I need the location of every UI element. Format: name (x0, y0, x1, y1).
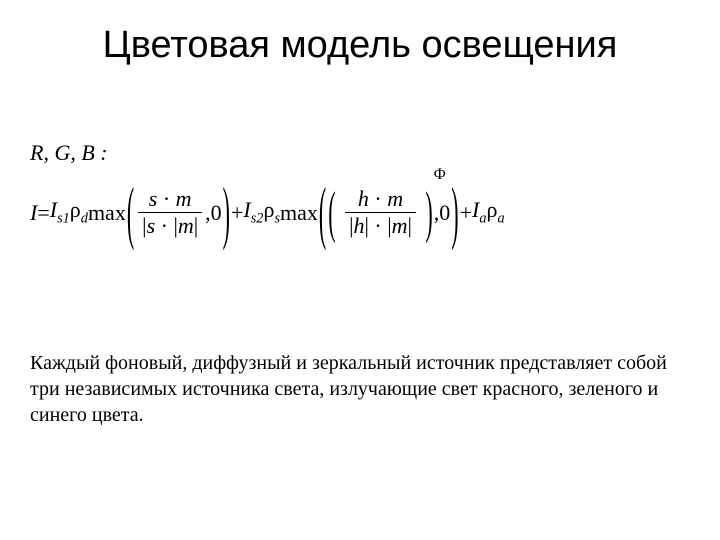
eq-rho1: ρ (70, 197, 81, 222)
eq-s1sub: s1 (57, 211, 70, 227)
eq-comma0-1: ,0 (205, 200, 222, 226)
rgb-label: R, G, B : (30, 140, 710, 166)
power-group: ( h · m |h| · |m| ) Ф (327, 188, 434, 237)
eq-Is2: I (243, 197, 250, 222)
eq-s2sub: s2 (251, 211, 264, 227)
eq-plus-1: + (231, 200, 243, 226)
eq-dot-1: · (157, 186, 175, 211)
eq-dot-4: · (369, 213, 387, 238)
eq-comma0-2: ,0 (434, 200, 451, 226)
eq-max1: max (88, 200, 126, 226)
lparen-1: ( (127, 171, 134, 254)
eq-f2-den-m: m (392, 213, 408, 238)
eq-eq: = (37, 200, 49, 226)
rparen-inner: ) (425, 179, 432, 247)
lighting-equation: I = Is1ρd max ( s · m |s · |m| ,0 ) + (30, 188, 710, 237)
eq-max2: max (280, 200, 318, 226)
lparen-2: ( (319, 171, 326, 254)
rparen-1: ) (223, 171, 230, 254)
eq-plus-2: + (460, 200, 472, 226)
eq-f2-den-h: h (353, 213, 364, 238)
eq-rho3: ρ (486, 197, 497, 222)
body-paragraph: Каждый фоновый, диффузный и зеркальный и… (30, 350, 700, 428)
eq-I: I (30, 200, 37, 225)
eq-f2-num-m: m (387, 186, 403, 211)
eq-rho2: ρ (263, 197, 274, 222)
eq-dot-2: · (155, 213, 173, 238)
eq-f2-num-h: h (358, 186, 369, 211)
fraction-2: h · m |h| · |m| (345, 188, 416, 237)
eq-f1-den-m: m (178, 213, 194, 238)
eq-Is1: I (50, 197, 57, 222)
slide-title: Цветовая модель освещения (0, 24, 720, 67)
eq-asub2: a (497, 211, 504, 227)
eq-dot-3: · (369, 186, 387, 211)
rparen-2: ) (451, 171, 458, 254)
fraction-1: s · m |s · |m| (138, 188, 202, 237)
eq-f1-num-m: m (176, 186, 192, 211)
lparen-inner: ( (328, 179, 335, 247)
eq-dsub: d (81, 211, 88, 227)
eq-f1-den-s: s (147, 213, 156, 238)
equation-block: R, G, B : I = Is1ρd max ( s · m |s · |m|… (30, 140, 710, 237)
eq-phi: Ф (434, 166, 446, 184)
slide: Цветовая модель освещения R, G, B : I = … (0, 0, 720, 540)
